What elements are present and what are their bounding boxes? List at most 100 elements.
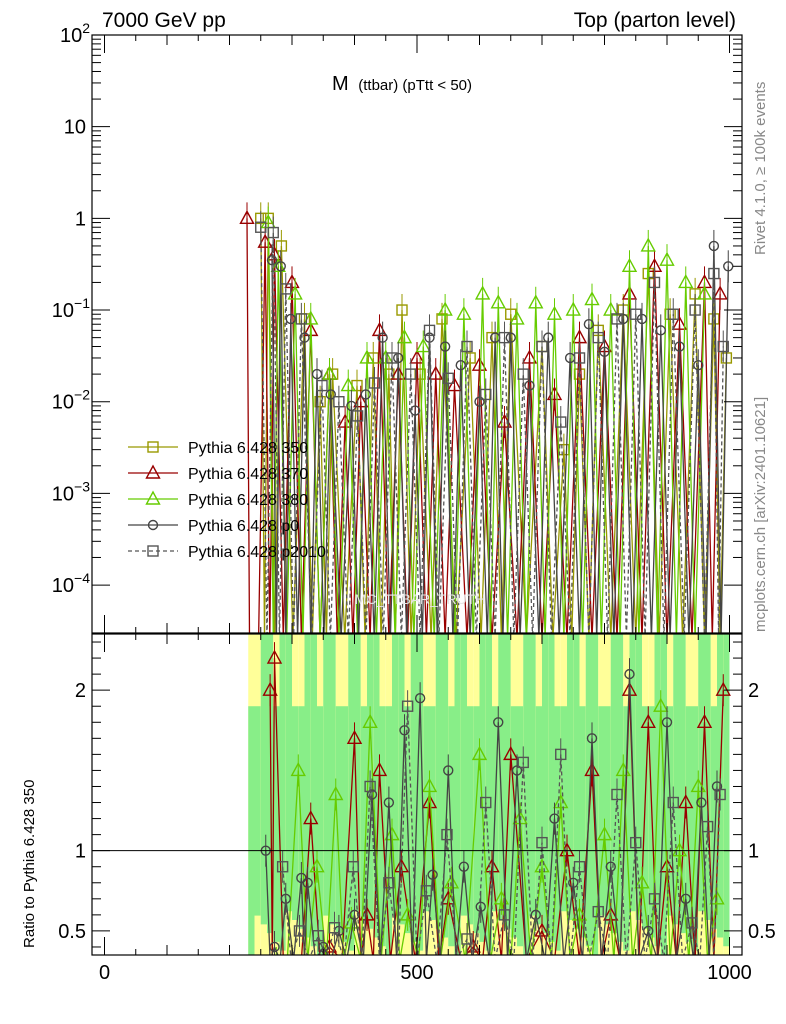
ratio-point-p380 <box>553 794 569 809</box>
ratio-point-p380 <box>534 858 550 873</box>
main-point-p370 <box>671 315 688 330</box>
main-point-p380 <box>437 301 453 316</box>
band-green-segment <box>435 634 442 929</box>
main-series-p2010 <box>255 211 729 633</box>
main-point-p0 <box>299 332 310 343</box>
ratio-point-p2010 <box>630 836 642 849</box>
main-point-p2010 <box>386 352 398 364</box>
band-green-segment <box>310 634 317 947</box>
main-point-p380 <box>303 310 319 325</box>
main-point-p380 <box>584 291 600 306</box>
main-point-p370 <box>409 349 425 364</box>
ratio-point-p0 <box>414 693 426 704</box>
main-point-p380 <box>621 257 638 272</box>
ratio-point-p2010 <box>686 917 698 929</box>
band-green-segment <box>523 634 530 955</box>
band-green-segment <box>617 634 624 942</box>
main-point-p0 <box>524 380 535 391</box>
legend-entry-p2010: Pythia 6.428 p2010 <box>128 544 326 561</box>
main-point-p0 <box>618 313 629 325</box>
main-point-p380 <box>528 294 544 309</box>
main-point-p2010 <box>368 377 381 389</box>
ratio-point-p0 <box>493 717 504 728</box>
ratio-point-p0 <box>624 668 635 680</box>
ratio-point-p370 <box>715 681 731 696</box>
band-green-segment <box>542 634 549 934</box>
main-point-p2010 <box>351 410 364 422</box>
ratio-ylabel: Ratio to Pythia 6.428 350 <box>21 780 38 948</box>
band-green-segment <box>567 634 574 920</box>
band-green-segment <box>548 634 555 942</box>
band-green-segment <box>467 706 474 925</box>
ratio-series-p380 <box>275 690 725 955</box>
main-point-p2010 <box>295 313 308 325</box>
main-point-p380 <box>490 294 506 309</box>
main-point-p0 <box>325 389 336 400</box>
main-point-p0 <box>393 352 404 364</box>
legend-entry-p350: Pythia 6.428 350 <box>128 440 308 457</box>
ratio-y-tick-label: 1 <box>75 841 86 863</box>
main-point-p2010 <box>689 304 701 316</box>
main-y-tick-label: 102 <box>60 20 90 47</box>
ratio-point-p380 <box>653 697 669 712</box>
band-green-segment <box>354 634 361 912</box>
ratio-point-p380 <box>309 858 325 873</box>
ratio-y-tick-label: 0.5 <box>58 921 86 943</box>
main-point-p380 <box>270 257 286 272</box>
ratio-point-p0 <box>696 797 707 808</box>
main-point-p380 <box>456 305 472 320</box>
ratio-point-p2010 <box>714 788 726 801</box>
ratio-point-p2010 <box>667 796 679 809</box>
main-panel-series <box>239 202 734 633</box>
main-point-p380 <box>287 285 303 300</box>
legend-label: Pythia 6.428 p0 <box>188 518 299 535</box>
main-point-p2010 <box>480 388 492 401</box>
ratio-point-p380 <box>328 786 344 801</box>
legend-entry-p370: Pythia 6.428 370 <box>128 464 308 483</box>
ratio-series-p2010 <box>276 690 726 955</box>
main-point-p2010 <box>611 313 623 325</box>
main-point-p2010 <box>630 308 642 320</box>
ratio-point-p380 <box>596 826 613 841</box>
x-axis: 0 500 1000 <box>99 35 752 984</box>
tick-exponent: −2 <box>74 387 90 403</box>
rivet-version-label: Rivet 4.1.0, ≥ 100k events <box>752 82 769 255</box>
main-point-p380 <box>696 285 713 300</box>
main-point-p2010 <box>648 276 661 289</box>
main-point-p2010 <box>708 267 720 280</box>
ratio-point-p370 <box>371 761 388 777</box>
band-green-segment <box>417 634 424 951</box>
watermark: MC_TTBAR_TRUTH <box>355 591 486 607</box>
band-green-segment <box>585 634 592 947</box>
plot-title-main: M <box>332 73 349 95</box>
band-green-segment <box>329 634 336 925</box>
ratio-point-p370 <box>346 729 363 745</box>
band-green-segment <box>342 706 349 942</box>
legend-marker <box>147 519 159 531</box>
main-point-p2010 <box>423 324 436 337</box>
band-green-segment <box>392 634 399 916</box>
ratio-point-p370 <box>321 938 338 953</box>
ratio-point-p0 <box>366 789 378 800</box>
ratio-point-p380 <box>709 890 725 905</box>
band-green-segment <box>267 634 274 934</box>
main-point-p2010 <box>255 221 267 233</box>
main-point-p2010 <box>717 340 729 353</box>
ratio-point-p370 <box>262 681 278 696</box>
main-point-p0 <box>266 254 278 266</box>
band-green-segment <box>635 634 642 920</box>
main-point-p2010 <box>333 396 345 408</box>
ratio-point-p370 <box>584 761 600 777</box>
ratio-point-p0 <box>711 781 723 792</box>
main-point-p0 <box>455 360 466 371</box>
ratio-point-p380 <box>690 778 706 793</box>
ratio-point-p2010 <box>536 836 548 849</box>
main-point-p380 <box>321 365 338 380</box>
ratio-point-p370 <box>640 713 656 728</box>
main-point-p0 <box>723 261 734 272</box>
band-green-segment <box>260 634 267 925</box>
band-green-segment <box>317 706 324 955</box>
band-green-segment <box>410 634 417 942</box>
